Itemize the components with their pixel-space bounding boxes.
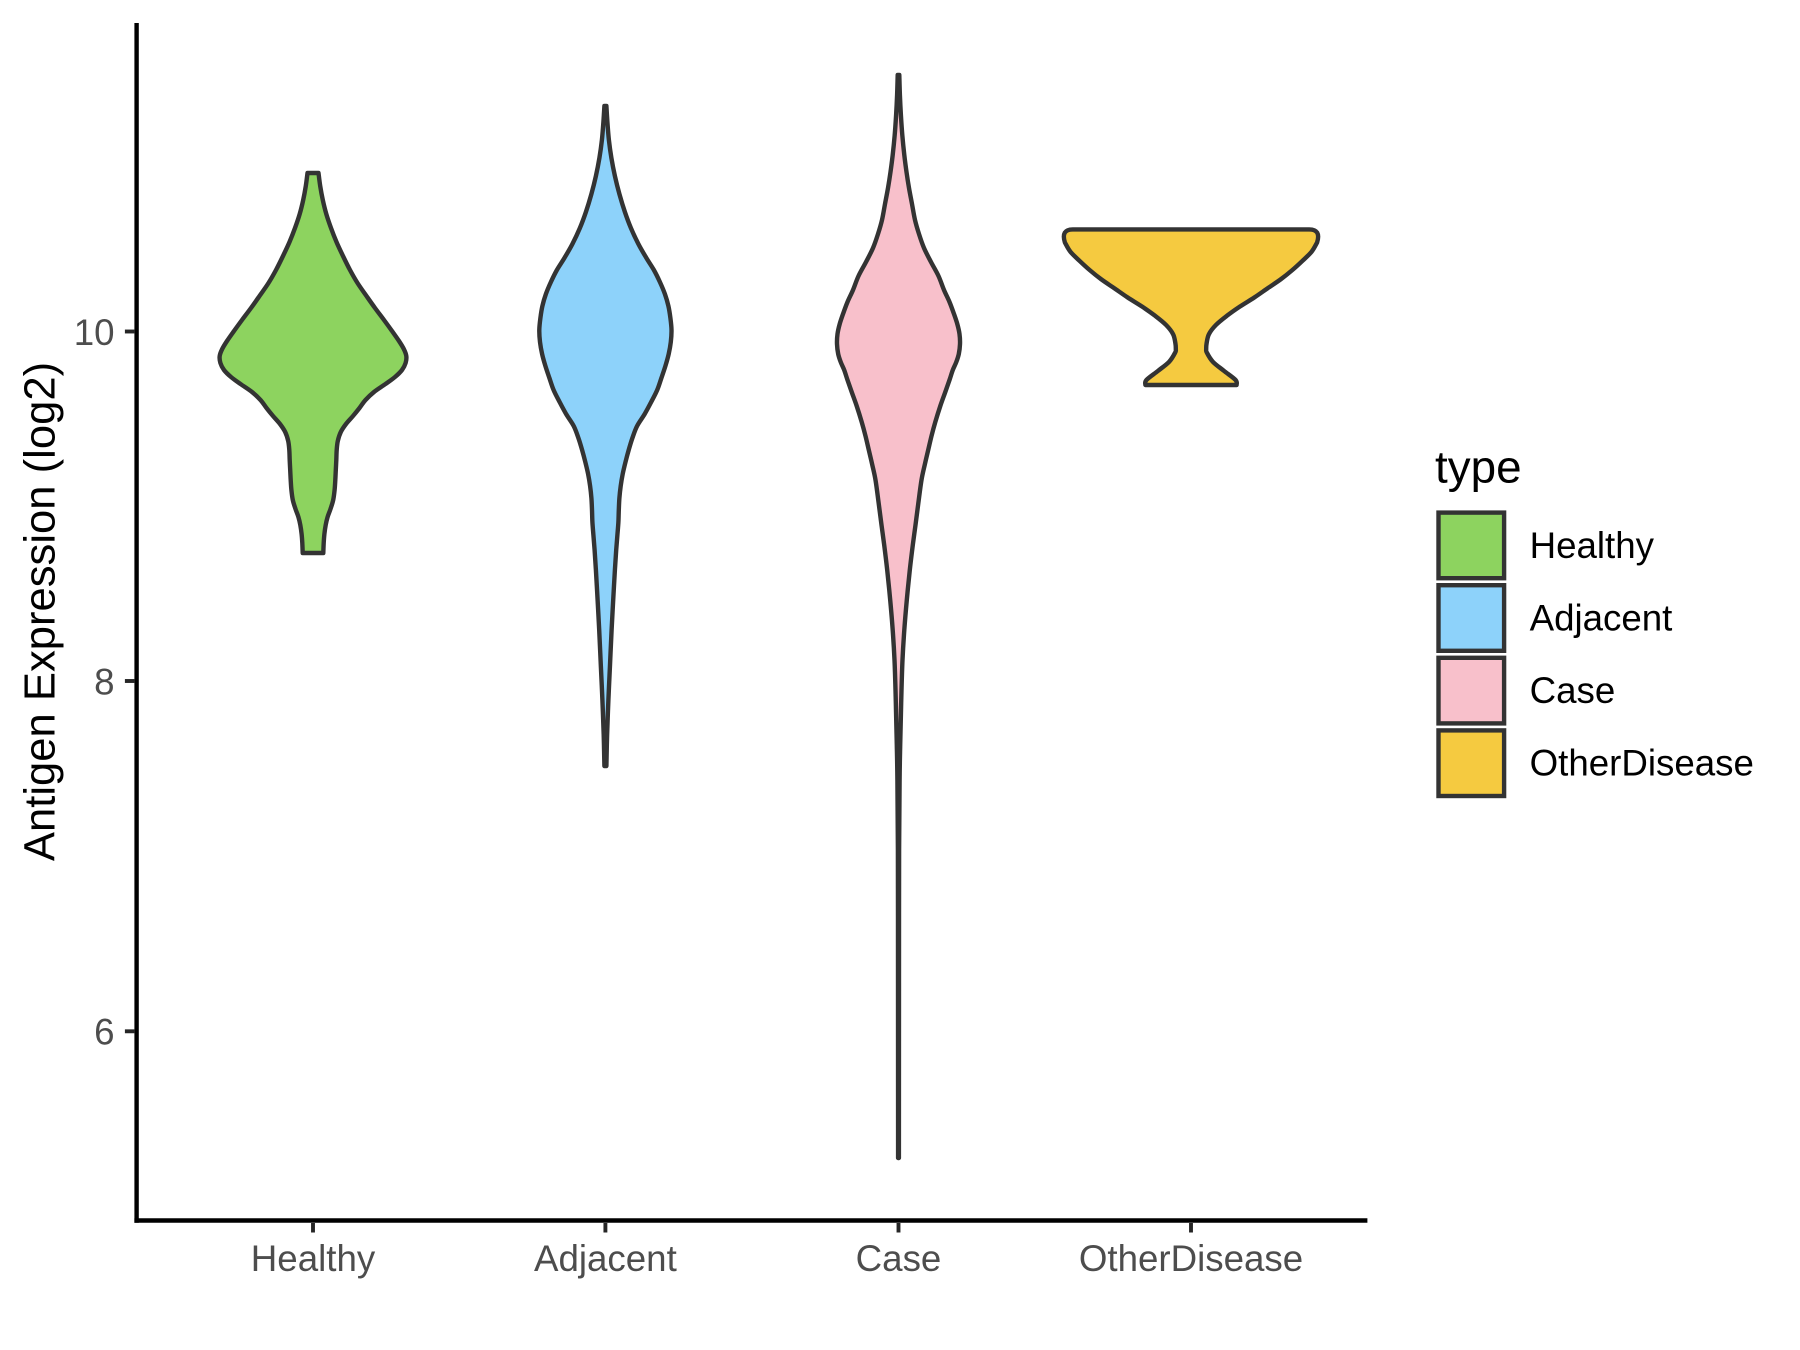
svg-text:8: 8	[94, 661, 114, 702]
svg-text:Healthy: Healthy	[251, 1238, 376, 1279]
svg-text:Antigen Expression (log2): Antigen Expression (log2)	[17, 362, 65, 861]
svg-text:Case: Case	[856, 1238, 942, 1279]
svg-text:6: 6	[94, 1012, 114, 1053]
svg-text:OtherDisease: OtherDisease	[1079, 1238, 1303, 1279]
svg-text:Adjacent: Adjacent	[534, 1238, 677, 1279]
svg-text:10: 10	[74, 312, 115, 353]
svg-text:Healthy: Healthy	[1530, 525, 1655, 566]
svg-text:OtherDisease: OtherDisease	[1530, 743, 1754, 784]
svg-text:Case: Case	[1530, 670, 1616, 711]
svg-text:type: type	[1435, 442, 1522, 493]
svg-text:Adjacent: Adjacent	[1530, 597, 1673, 638]
